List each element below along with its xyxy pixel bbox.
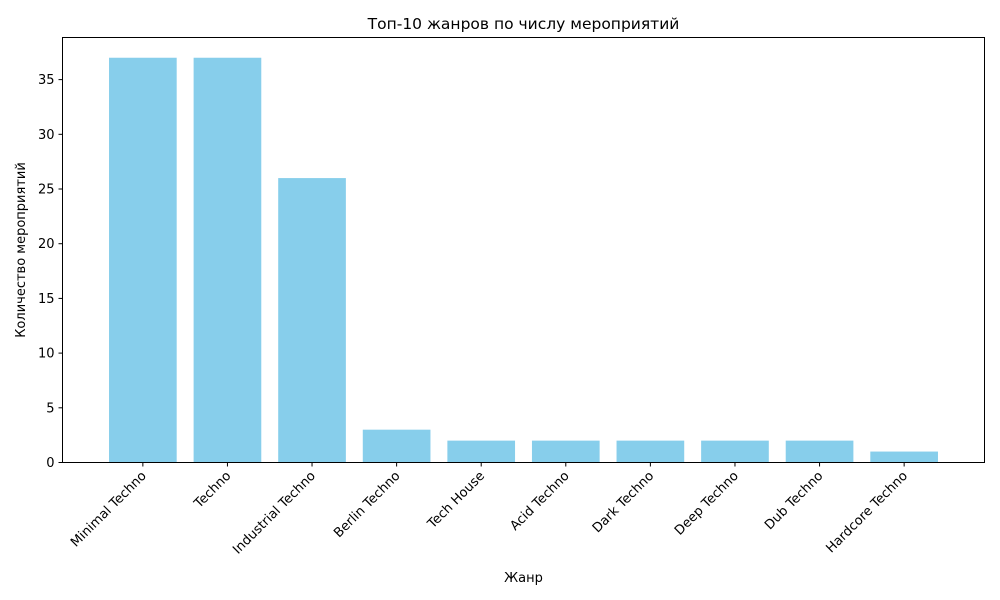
y-tick-label: 20: [38, 237, 55, 252]
y-tick-label: 10: [38, 347, 55, 362]
y-tick-label: 0: [46, 456, 54, 471]
bar-tech-house: [447, 440, 516, 463]
x-tick-label: Acid Techno: [507, 469, 572, 534]
x-axis-label: Жанр: [504, 571, 543, 586]
x-tick-label: Industrial Techno: [230, 469, 319, 558]
x-tick-label: Berlin Techno: [331, 469, 403, 541]
chart-title: Топ-10 жанров по числу мероприятий: [367, 15, 680, 33]
plot-frame: [62, 37, 985, 463]
x-tick-label: Dub Techno: [762, 469, 826, 533]
bar-dark-techno: [616, 440, 685, 463]
x-tick-label: Tech House: [424, 469, 488, 533]
x-tick-label: Techno: [191, 469, 234, 512]
y-tick-label: 25: [38, 183, 55, 198]
x-tick-label: Dark Techno: [590, 469, 657, 536]
bar-berlin-techno: [362, 429, 431, 463]
bar-minimal-techno: [109, 57, 177, 463]
bar-deep-techno: [701, 440, 769, 463]
x-tick-label: Minimal Techno: [68, 469, 150, 551]
bar-industrial-techno: [278, 178, 346, 463]
bar-dub-techno: [785, 440, 854, 463]
bar-techno: [193, 57, 262, 463]
x-tick-label: Deep Techno: [672, 469, 742, 539]
x-tick-label: Hardcore Techno: [823, 469, 911, 557]
y-tick-label: 15: [38, 292, 55, 307]
y-tick-label: 30: [38, 128, 55, 143]
y-tick-label: 35: [38, 73, 55, 88]
y-axis-label: Количество мероприятий: [14, 162, 29, 338]
bar-hardcore-techno: [870, 451, 938, 463]
y-tick-label: 5: [46, 401, 54, 416]
y-axis: 0 5 10 15 20 25 30 35: [38, 73, 63, 471]
bar-acid-techno: [531, 440, 600, 463]
bars-group: [109, 57, 938, 463]
